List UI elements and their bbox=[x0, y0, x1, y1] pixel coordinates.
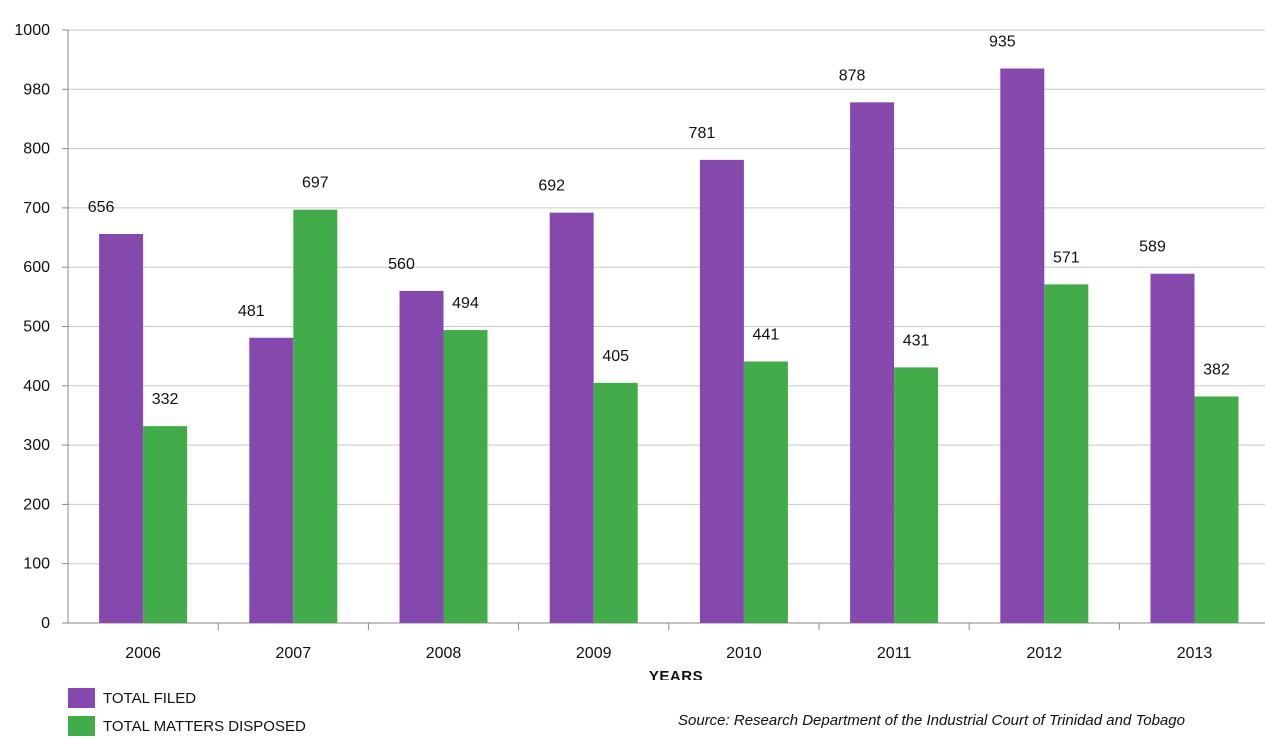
legend-item-filed: TOTAL FILED bbox=[68, 684, 306, 712]
x-axis-title: YEARS bbox=[649, 668, 703, 680]
data-label: 441 bbox=[753, 326, 780, 343]
y-tick-label: 200 bbox=[23, 496, 50, 513]
data-label: 431 bbox=[903, 332, 930, 349]
y-tick-label: 400 bbox=[23, 378, 50, 395]
bar-total-filed bbox=[249, 337, 294, 623]
bar-total-filed bbox=[850, 102, 895, 623]
y-tick-label: 0 bbox=[41, 615, 50, 632]
data-label: 656 bbox=[88, 199, 115, 216]
y-tick-label: 500 bbox=[23, 319, 50, 336]
legend-label-disposed: TOTAL MATTERS DISPOSED bbox=[103, 717, 306, 735]
data-label: 560 bbox=[388, 256, 415, 273]
x-tick-label: 2009 bbox=[576, 645, 612, 662]
y-tick-label: 800 bbox=[23, 141, 50, 158]
legend-swatch-filed bbox=[68, 688, 95, 708]
data-label: 494 bbox=[452, 295, 479, 312]
y-axis-ticks: 0 100 200 300 400 500 600 700 800 980 1000 bbox=[14, 22, 68, 632]
bar-total-disposed bbox=[743, 361, 788, 623]
legend: TOTAL FILED TOTAL MATTERS DISPOSED bbox=[68, 684, 306, 740]
source-note: Source: Research Department of the Indus… bbox=[678, 712, 1185, 729]
data-label: 692 bbox=[538, 178, 565, 195]
bar-total-filed bbox=[549, 212, 594, 624]
bar-total-disposed bbox=[443, 330, 488, 623]
y-tick-label: 600 bbox=[23, 259, 50, 276]
bar-total-disposed bbox=[143, 426, 188, 623]
data-label: 589 bbox=[1139, 239, 1166, 256]
data-labels: 656 332 481 697 560 494 692 405 781 441 878 431 935 5… bbox=[88, 34, 1230, 409]
y-tick-label: 980 bbox=[23, 81, 50, 98]
legend-swatch-disposed bbox=[68, 716, 95, 736]
bar-total-filed bbox=[699, 159, 744, 623]
data-label: 878 bbox=[839, 67, 866, 84]
data-label: 405 bbox=[602, 348, 629, 365]
bar-total-disposed bbox=[894, 367, 939, 623]
x-tick-label: 2010 bbox=[726, 645, 762, 662]
bars bbox=[99, 68, 1239, 624]
legend-item-disposed: TOTAL MATTERS DISPOSED bbox=[68, 712, 306, 740]
data-label: 781 bbox=[689, 125, 716, 142]
bar-total-disposed bbox=[593, 382, 638, 623]
x-tick-label: 2011 bbox=[877, 645, 912, 662]
bar-total-filed bbox=[399, 290, 444, 623]
data-label: 571 bbox=[1053, 249, 1080, 266]
x-tick-label: 2008 bbox=[426, 645, 462, 662]
legend-label-filed: TOTAL FILED bbox=[103, 689, 197, 707]
data-label: 935 bbox=[989, 34, 1016, 51]
data-label: 697 bbox=[302, 175, 329, 192]
data-label: 332 bbox=[152, 391, 179, 408]
y-tick-label: 700 bbox=[23, 200, 50, 217]
bar-total-filed bbox=[1000, 68, 1045, 624]
x-tick-label: 2012 bbox=[1027, 645, 1063, 662]
x-tick-label: 2013 bbox=[1177, 645, 1213, 662]
data-label: 481 bbox=[238, 303, 265, 320]
bar-chart: 0 100 200 300 400 500 600 700 800 980 1000 2006 200… bbox=[14, 22, 1265, 680]
x-tick-label: 2007 bbox=[276, 645, 312, 662]
x-tick-label: 2006 bbox=[125, 645, 161, 662]
bar-total-filed bbox=[99, 233, 144, 623]
data-label: 382 bbox=[1203, 361, 1230, 378]
bar-total-disposed bbox=[1044, 284, 1089, 623]
bar-total-filed bbox=[1150, 273, 1195, 623]
y-tick-label: 1000 bbox=[14, 22, 50, 39]
y-tick-label: 300 bbox=[23, 437, 50, 454]
y-tick-label: 100 bbox=[23, 556, 50, 573]
bar-total-disposed bbox=[293, 209, 338, 623]
bar-total-disposed bbox=[1194, 396, 1239, 623]
